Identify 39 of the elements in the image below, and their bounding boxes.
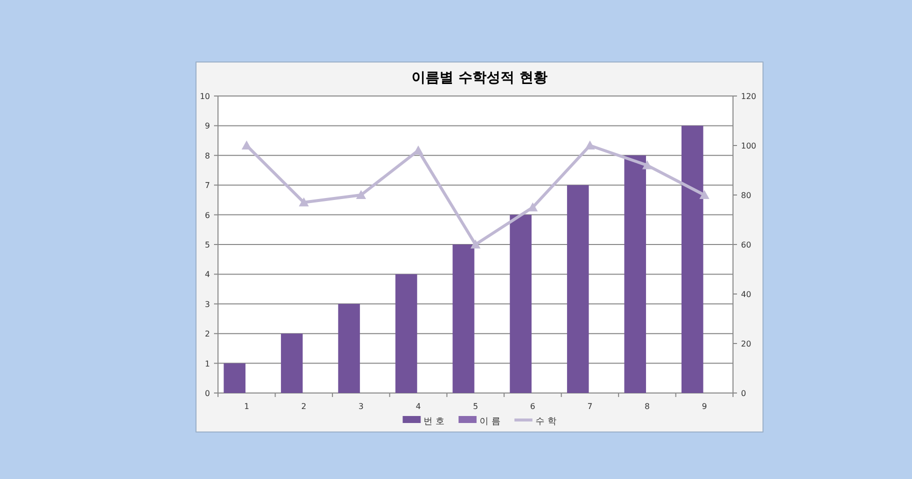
y2-tick-label: 40 — [741, 290, 752, 299]
x-tick-label: 8 — [644, 402, 650, 411]
x-tick-label: 2 — [301, 402, 306, 411]
point — [642, 160, 652, 170]
legend-label: 번 호 — [424, 417, 445, 427]
y-tick-label: 5 — [204, 240, 210, 250]
y2-tick-label: 80 — [741, 191, 752, 200]
point — [699, 190, 710, 199]
x-tick-label: 9 — [702, 402, 707, 411]
point — [584, 140, 595, 150]
y2-tick-label: 100 — [741, 142, 756, 150]
y2-tick-label: 60 — [741, 240, 752, 250]
point — [528, 202, 538, 212]
y2-tick-label: 0 — [741, 389, 746, 398]
x-tick-label: 1 — [244, 402, 250, 411]
y-tick-label: 0 — [204, 389, 210, 398]
legend-label: 수 학 — [535, 417, 556, 427]
y-tick-label: 2 — [204, 330, 210, 339]
y2-tick-label: 120 — [741, 92, 756, 101]
y-tick-label: 6 — [204, 210, 210, 220]
y2-tick-label: 20 — [741, 340, 752, 348]
point — [356, 190, 366, 199]
y-tick-label: 3 — [204, 300, 210, 309]
x-tick-label: 3 — [358, 402, 364, 411]
x-tick-label: 7 — [587, 402, 592, 411]
y-tick-label: 9 — [204, 122, 210, 131]
x-tick-label: 4 — [416, 402, 421, 411]
y-tick-label: 1 — [204, 359, 210, 368]
y-tick-label: 4 — [204, 270, 210, 280]
chart-title: 이름별 수학성적 현황 — [412, 70, 548, 86]
legend-label: 이 름 — [480, 417, 500, 427]
point — [298, 197, 309, 206]
point — [470, 240, 480, 248]
x-tick-label: 6 — [530, 402, 536, 411]
y-tick-label: 8 — [204, 151, 210, 160]
y-tick-label: 7 — [204, 181, 210, 190]
point — [242, 140, 252, 150]
x-tick-label: 5 — [472, 402, 478, 411]
y-tick-label: 10 — [200, 92, 210, 101]
